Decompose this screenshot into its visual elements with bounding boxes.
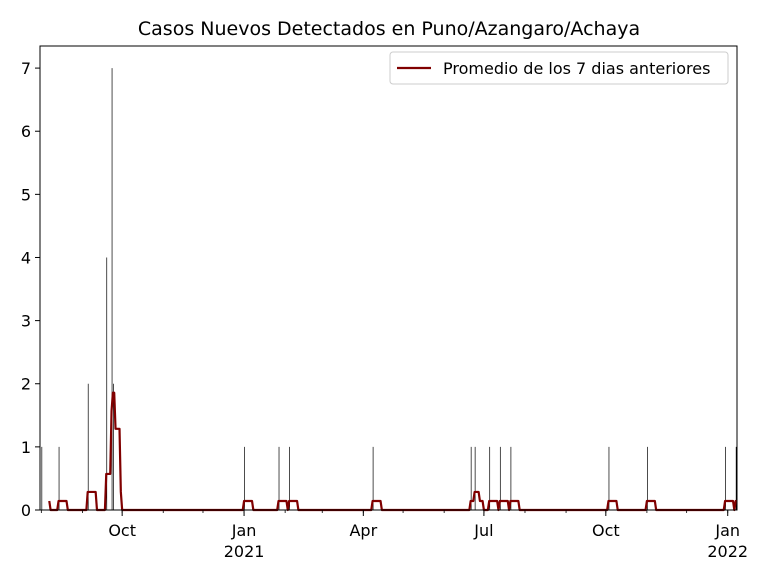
- y-tick-label: 3: [21, 312, 31, 331]
- y-tick-label: 1: [21, 438, 31, 457]
- y-tick-label: 4: [21, 248, 31, 267]
- y-tick-label: 2: [21, 375, 31, 394]
- x-axis-ticks: Oct Jan 2021 Apr Jul Oct Jan 2022: [40, 510, 748, 561]
- y-axis-ticks: 0 1 2 3 4 5 6 7: [21, 59, 40, 520]
- x-tick-label: Jan: [231, 521, 257, 540]
- rolling-average-line: [48, 391, 737, 512]
- x-tick-label: Apr: [349, 521, 377, 540]
- y-tick-label: 6: [21, 122, 31, 141]
- y-tick-label: 0: [21, 501, 31, 520]
- x-tick-year-label: 2022: [707, 542, 748, 561]
- x-tick-label: Oct: [592, 521, 620, 540]
- y-tick-label: 5: [21, 185, 31, 204]
- chart-title: Casos Nuevos Detectados en Puno/Azangaro…: [138, 18, 640, 40]
- y-tick-label: 7: [21, 59, 31, 78]
- legend-label-rolling-average: Promedio de los 7 dias anteriores: [443, 59, 710, 78]
- legend: Promedio de los 7 dias anteriores: [389, 51, 729, 85]
- plot-frame: [39, 45, 738, 511]
- x-tick-label: Jul: [473, 521, 493, 540]
- x-tick-year-label: 2021: [224, 542, 265, 561]
- legend-box: [389, 51, 729, 85]
- x-tick-label: Oct: [108, 521, 136, 540]
- x-tick-label: Jan: [714, 521, 740, 540]
- rolling-average-layer: [48, 391, 737, 512]
- daily-case-bars: [41, 68, 737, 510]
